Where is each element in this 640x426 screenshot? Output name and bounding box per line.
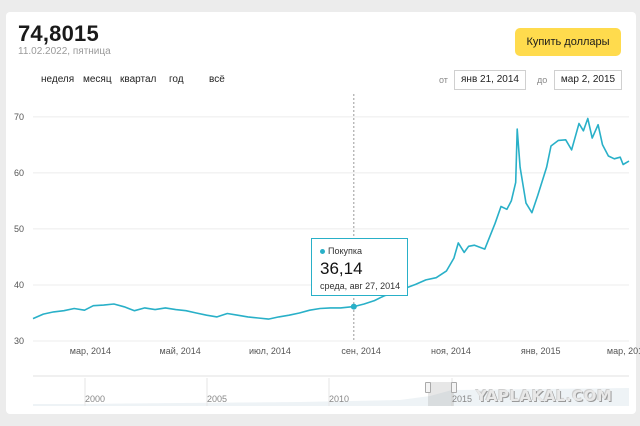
tooltip-value: 36,14 <box>320 259 363 278</box>
y-tick-label: 60 <box>14 168 24 178</box>
y-tick-label: 50 <box>14 224 24 234</box>
navigator-right-handle[interactable] <box>451 382 457 393</box>
range-to-label: до <box>537 75 548 85</box>
watermark-logo: YAPLAKAL.COM <box>476 387 613 405</box>
tooltip-series: Покупка <box>320 246 362 256</box>
x-tick-label: янв, 2015 <box>521 346 561 356</box>
range-from-input[interactable]: янв 21, 2014 <box>454 70 526 90</box>
period-week[interactable]: неделя <box>41 74 75 85</box>
x-tick-label: сен, 2014 <box>341 346 381 356</box>
x-tick-label: мар, 2015 <box>607 346 640 356</box>
x-tick-label: мар, 2014 <box>70 346 111 356</box>
y-tick-label: 30 <box>14 336 24 346</box>
range-to-input[interactable]: мар 2, 2015 <box>554 70 622 90</box>
buy-dollars-button[interactable]: Купить доллары <box>515 28 621 56</box>
y-tick-label: 40 <box>14 280 24 290</box>
period-year[interactable]: год <box>169 74 184 85</box>
rate-date: 11.02.2022, пятница <box>18 46 111 57</box>
x-tick-label: июл, 2014 <box>249 346 291 356</box>
series-dot-icon <box>320 249 325 255</box>
current-rate: 74,8015 <box>18 21 99 46</box>
chart-tooltip: Покупка 36,14 среда, авг 27, 2014 <box>311 238 408 296</box>
navigator-tick-label: 2015 <box>452 394 472 404</box>
highlight-point <box>350 303 357 310</box>
navigator-tick-label: 2010 <box>329 394 349 404</box>
navigator-left-handle[interactable] <box>425 382 431 393</box>
navigator-tick-label: 2005 <box>207 394 227 404</box>
period-month[interactable]: месяц <box>83 74 112 85</box>
y-tick-label: 70 <box>14 112 24 122</box>
chart-card <box>6 12 636 414</box>
navigator-selection[interactable] <box>428 382 454 406</box>
tooltip-date: среда, авг 27, 2014 <box>320 281 401 291</box>
period-quarter[interactable]: квартал <box>120 74 157 85</box>
navigator-area <box>33 388 629 406</box>
x-tick-label: май, 2014 <box>160 346 201 356</box>
range-from-label: от <box>439 75 448 85</box>
x-tick-label: ноя, 2014 <box>431 346 471 356</box>
navigator-tick-label: 2000 <box>85 394 105 404</box>
period-all[interactable]: всё <box>209 74 225 85</box>
tooltip-series-name: Покупка <box>328 246 363 256</box>
